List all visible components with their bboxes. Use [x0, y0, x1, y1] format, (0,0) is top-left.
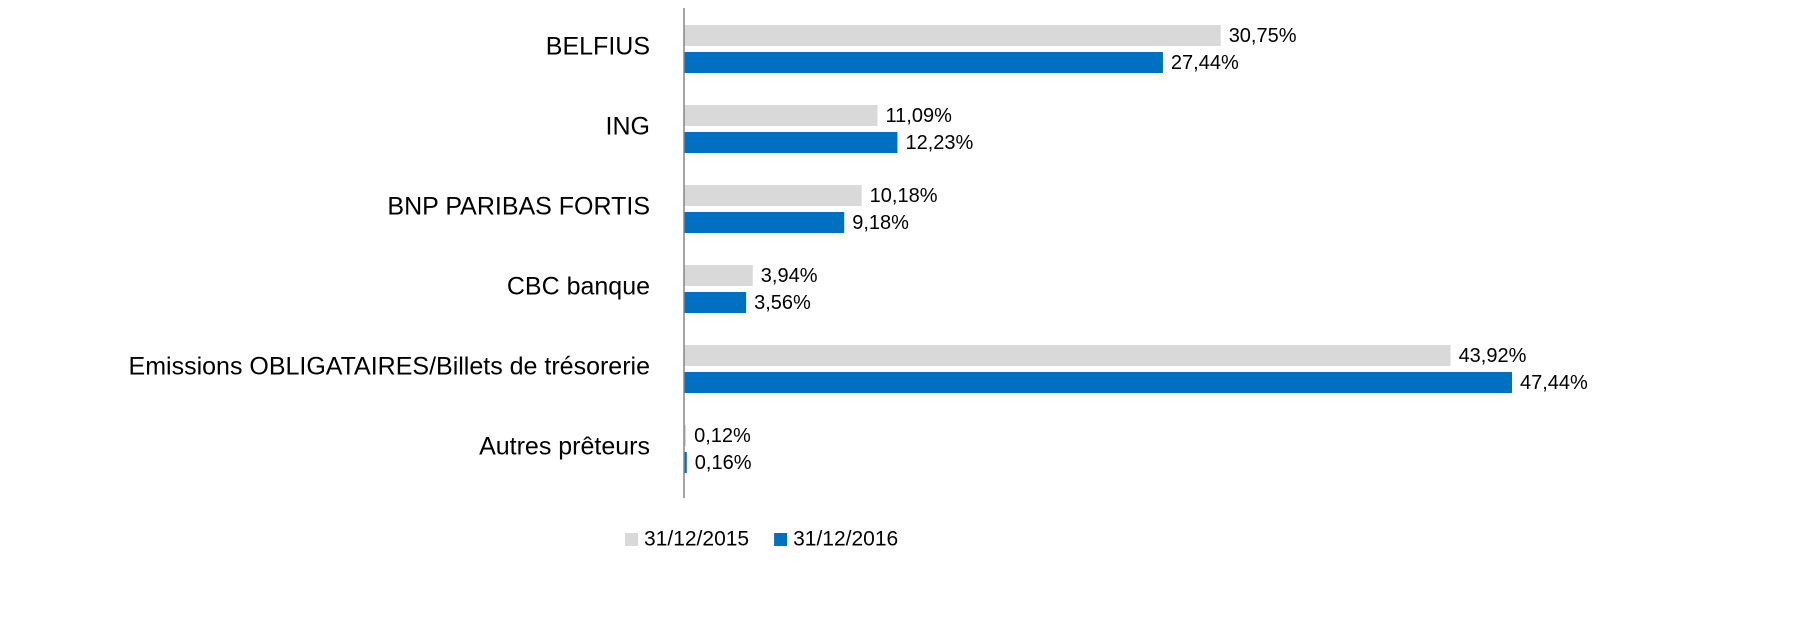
value-label: 0,12%: [694, 425, 751, 447]
value-label: 11,09%: [886, 105, 953, 127]
value-label: 47,44%: [1520, 372, 1588, 394]
bar: [684, 105, 878, 126]
value-label: 3,94%: [761, 265, 818, 287]
bar: [684, 25, 1221, 46]
legend-label: 31/12/2016: [793, 528, 898, 551]
bar: [684, 425, 687, 446]
category-label: CBC banque: [507, 273, 650, 301]
category-label: ING: [606, 113, 650, 141]
value-label: 30,75%: [1229, 25, 1297, 47]
category-label: Emissions OBLIGATAIRES/Billets de trésor…: [129, 353, 650, 381]
category-label: Autres prêteurs: [479, 433, 650, 461]
bar: [684, 52, 1163, 73]
legend-swatch: [625, 533, 638, 546]
value-label: 3,56%: [754, 292, 811, 314]
value-label: 27,44%: [1171, 52, 1239, 74]
value-label: 12,23%: [905, 132, 973, 154]
legend-label: 31/12/2015: [644, 528, 749, 551]
bar: [684, 265, 753, 286]
bar: [684, 372, 1512, 393]
legend-swatch: [774, 533, 788, 546]
value-label: 0,16%: [695, 452, 752, 474]
value-label: 9,18%: [852, 212, 909, 234]
bar: [684, 185, 862, 206]
category-label: BELFIUS: [546, 33, 650, 61]
value-label: 10,18%: [870, 185, 938, 207]
bar: [684, 212, 845, 233]
bar: [684, 452, 687, 473]
bar: [684, 345, 1451, 366]
category-label: BNP PARIBAS FORTIS: [387, 193, 650, 221]
bar: [684, 292, 747, 313]
bar: [684, 132, 898, 153]
value-label: 43,92%: [1459, 345, 1527, 367]
